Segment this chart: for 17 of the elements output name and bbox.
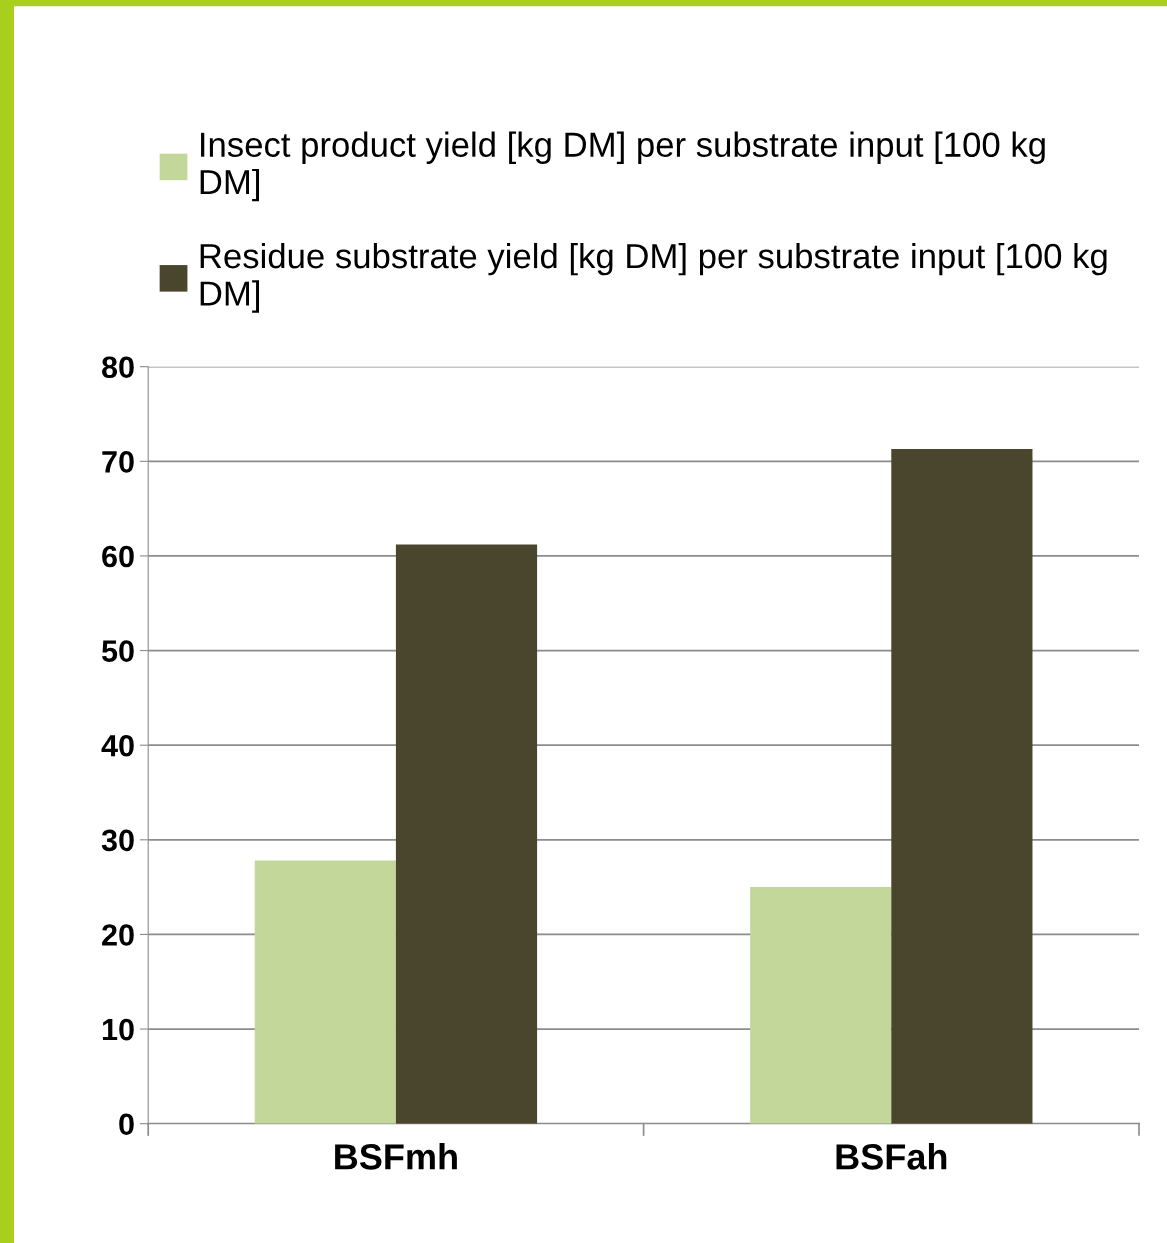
y-tick-label: 10	[102, 1018, 134, 1041]
bar	[891, 449, 1033, 1124]
y-tick-label: 60	[102, 545, 134, 568]
y-tick-label: 50	[101, 640, 134, 662]
y-tick-label: 70	[102, 451, 134, 473]
x-tick-label: BSFmh	[335, 1143, 457, 1170]
bar	[254, 860, 396, 1124]
y-tick-label: 80	[102, 356, 134, 379]
legend-label: Insect product yield [kg DM] per substrate input [100 kg DM]	[200, 131, 1045, 202]
bar	[395, 544, 538, 1124]
legend-label: Residue substrate yield [kg DM] per substrate input [100 kg DM]	[200, 242, 1107, 313]
y-tick-label: 20	[102, 924, 134, 946]
bar	[750, 887, 892, 1124]
y-tick-label: 30	[101, 829, 134, 852]
y-tick-label: 40	[101, 734, 134, 757]
y-tick-label: 0	[119, 1113, 134, 1136]
x-tick-label: BSFah	[836, 1143, 947, 1170]
